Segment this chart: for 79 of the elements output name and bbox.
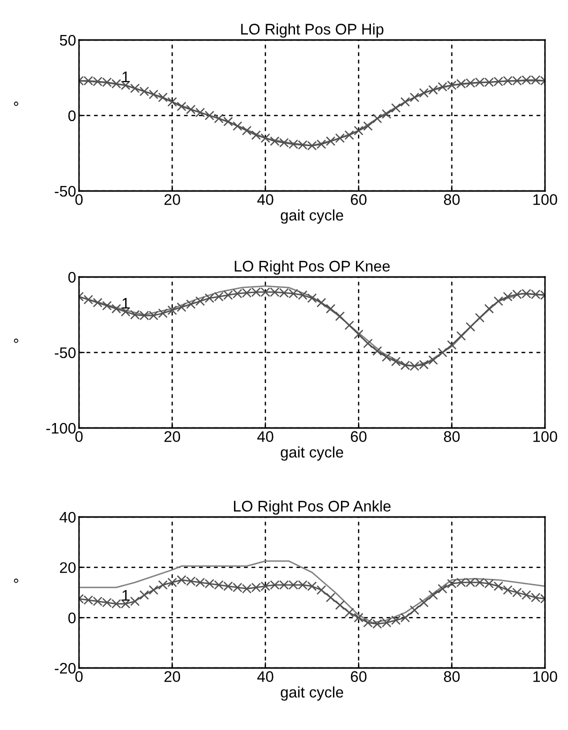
point (316, 298, 326, 308)
point (335, 311, 345, 322)
x-tick-label: 60 (350, 431, 366, 442)
y-tick-label: -20 (54, 662, 76, 674)
y-axis-title: ° (14, 102, 18, 106)
point (438, 348, 448, 358)
y-tick-label: 40 (60, 512, 76, 523)
x-tick-label: 40 (257, 431, 274, 442)
point (466, 322, 476, 332)
x-tick-label: 20 (164, 671, 180, 682)
x-tick-label: 100 (533, 671, 558, 682)
x-axis-title: gait cycle (280, 209, 344, 224)
x-tick-label: 60 (350, 671, 366, 682)
x-tick-label: 80 (444, 431, 460, 442)
point (419, 598, 429, 608)
x-tick-label: 0 (75, 431, 83, 442)
point (344, 320, 354, 330)
point (391, 356, 401, 366)
point (354, 330, 364, 340)
y-tick-label: 0 (68, 612, 76, 624)
x-tick-label: 20 (164, 431, 180, 442)
point (139, 590, 150, 600)
point (242, 126, 252, 136)
y-axis-title: ° (14, 578, 18, 583)
y-tick-label: -100 (46, 422, 76, 434)
point (232, 121, 242, 131)
point (391, 103, 401, 113)
y-tick-label: -50 (54, 186, 76, 197)
point (354, 612, 364, 622)
point (447, 340, 457, 350)
x-tick-label: 40 (257, 671, 274, 682)
point (456, 331, 466, 341)
point (335, 600, 345, 610)
x-tick-label: 60 (350, 194, 366, 205)
x-axis-title: gait cycle (280, 686, 344, 701)
x-tick-label: 80 (444, 671, 460, 682)
x-tick-label: 40 (257, 194, 274, 205)
point (363, 338, 373, 348)
point (326, 304, 336, 314)
chart-title: LO Right Pos OP Knee (234, 260, 390, 275)
x-tick-label: 20 (164, 194, 180, 205)
point (438, 584, 448, 594)
y-tick-label: 20 (60, 562, 76, 574)
point (382, 109, 392, 119)
point (400, 97, 410, 107)
point (410, 92, 420, 102)
y-tick-label: 0 (68, 272, 76, 283)
point (410, 605, 420, 615)
annotation: 1 (122, 590, 130, 601)
x-tick-label: 100 (533, 431, 558, 442)
point (354, 126, 364, 136)
line-series (79, 560, 545, 624)
point (316, 585, 326, 595)
point (363, 121, 373, 131)
point (372, 346, 382, 356)
point (148, 585, 158, 595)
chart-title: LO Right Pos OP Ankle (234, 500, 391, 515)
annotation: 1 (122, 72, 130, 82)
annotation: 1 (122, 298, 130, 309)
x-tick-label: 80 (444, 194, 460, 205)
x-axis-title: gait cycle (280, 446, 344, 461)
x-tick-label: 0 (75, 671, 83, 682)
y-tick-label: 0 (68, 110, 76, 122)
y-axis-title: ° (14, 338, 18, 343)
point (382, 352, 392, 362)
point (494, 296, 504, 306)
point (372, 114, 382, 124)
point (344, 608, 354, 618)
chart-title: LO Right Pos OP Hip (241, 23, 384, 38)
point (167, 97, 177, 107)
point (428, 355, 438, 365)
x-tick-label: 0 (75, 194, 83, 205)
point (428, 590, 438, 600)
point (484, 304, 494, 314)
x-tick-label: 100 (533, 194, 558, 205)
point (326, 592, 336, 602)
point (474, 312, 485, 323)
y-tick-label: -50 (54, 347, 76, 358)
y-tick-label: 50 (60, 34, 76, 46)
